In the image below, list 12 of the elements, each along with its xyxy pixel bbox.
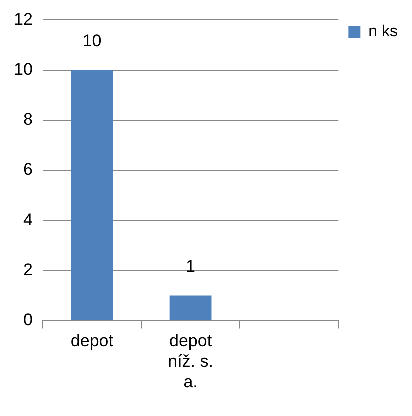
x-tick-label: depot níž. s. a. (168, 332, 214, 392)
y-tick-label: 12 (14, 10, 33, 29)
data-label: 10 (82, 31, 102, 50)
x-tick-label: depot (70, 332, 114, 351)
y-tick-label: 4 (23, 210, 33, 230)
data-label: 1 (186, 256, 196, 276)
legend-label: n ks (368, 23, 398, 40)
y-tick-label: 6 (23, 160, 33, 180)
y-tick-label: 8 (23, 110, 33, 130)
y-tick-label: 10 (14, 60, 33, 79)
y-tick-label: 2 (23, 260, 33, 280)
y-tick-label: 0 (23, 310, 33, 330)
